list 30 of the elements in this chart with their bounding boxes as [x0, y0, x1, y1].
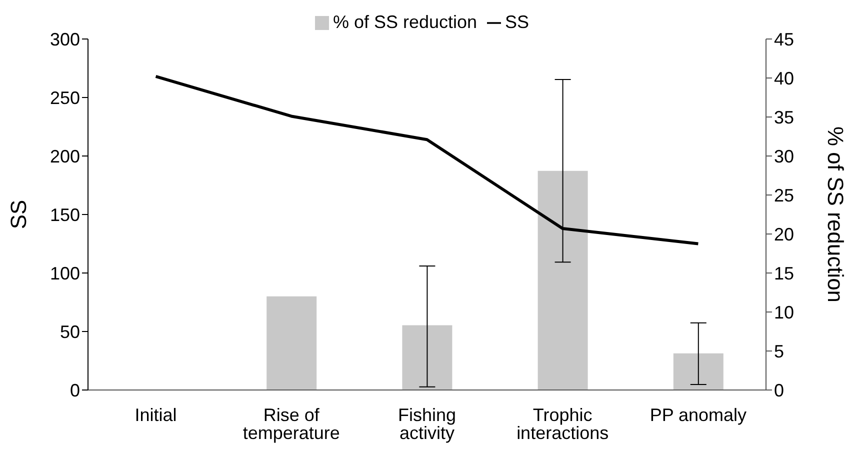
bar: [673, 353, 724, 390]
y2-tick-label: 30: [774, 146, 794, 166]
y2-tick-label: 10: [774, 302, 794, 322]
y-tick-label: 200: [50, 146, 80, 166]
y-tick-label: 300: [50, 29, 80, 50]
x-tick-label: Initial: [134, 404, 177, 425]
y2-tick-label: 5: [774, 341, 784, 362]
y-axis-title: SS: [6, 200, 31, 230]
y2-tick-label: 15: [774, 263, 794, 284]
y2-tick-label: 45: [774, 29, 794, 50]
y-tick-label: 100: [50, 263, 80, 284]
y-tick-label: 0: [70, 380, 80, 400]
legend-label: SS: [505, 12, 530, 32]
y2-axis-title: % of SS reduction: [823, 126, 848, 303]
y2-tick-label: 0: [774, 380, 784, 400]
y-tick-label: 250: [50, 88, 80, 108]
bar: [538, 170, 588, 390]
y2-tick-label: 25: [774, 185, 794, 206]
y2-tick-label: 35: [774, 107, 794, 128]
legend-label: % of SS reduction: [332, 12, 478, 32]
y2-tick-label: 20: [774, 224, 794, 244]
x-tick-label: Trophic interactions: [516, 404, 609, 443]
x-tick-label: PP anomaly: [650, 404, 747, 425]
bar: [266, 296, 317, 390]
x-tick-label: Rise of temperature: [242, 404, 340, 443]
y-tick-label: 50: [60, 322, 80, 342]
y2-tick-label: 40: [774, 68, 794, 88]
bar: [402, 325, 452, 390]
y-tick-label: 150: [50, 204, 80, 225]
x-tick-label: Fishing activity: [398, 404, 456, 443]
